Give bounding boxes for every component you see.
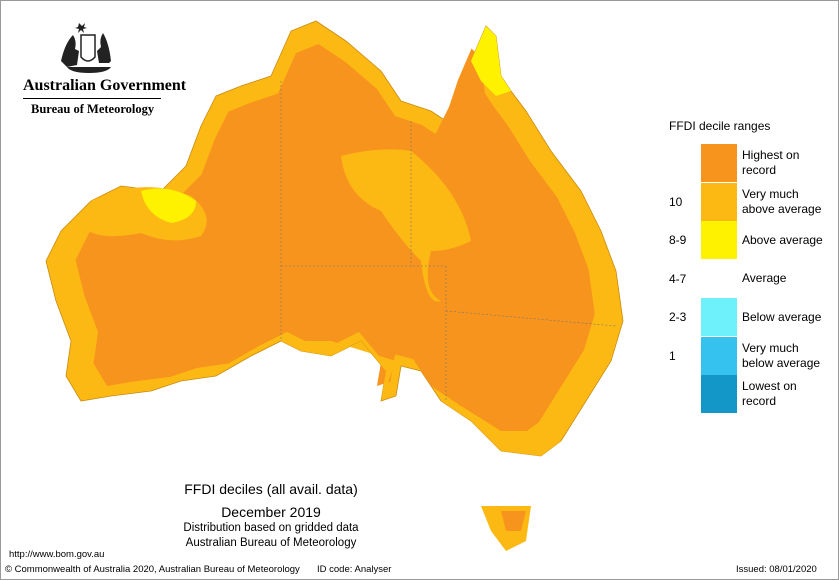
legend-label: Very much above average bbox=[742, 186, 822, 216]
legend-label: Very much below average bbox=[742, 340, 821, 370]
legend-range: 1 bbox=[669, 348, 676, 363]
australia-mainland bbox=[45, 20, 624, 457]
header-rule bbox=[23, 98, 161, 99]
caption-line: Distribution based on gridded data bbox=[183, 522, 359, 534]
legend-label: Average bbox=[742, 271, 787, 285]
coat-of-arms bbox=[61, 23, 111, 73]
legend-item: Lowest on record bbox=[669, 375, 834, 413]
legend-item: 8-9 Above average bbox=[669, 221, 834, 259]
legend-label: Below average bbox=[742, 309, 822, 324]
legend-range: 4-7 bbox=[669, 271, 687, 286]
legend-item: 1 Very much below average bbox=[669, 336, 834, 375]
issued: Issued: 08/01/2020 bbox=[736, 564, 817, 575]
caption-title: FFDI deciles (all avail. data) bbox=[184, 481, 358, 497]
caption-period: December 2019 bbox=[221, 504, 321, 520]
legend-range: 2-3 bbox=[669, 310, 687, 324]
legend-swatch bbox=[701, 375, 737, 413]
legend-swatch bbox=[701, 221, 737, 259]
legend-swatch bbox=[701, 182, 737, 221]
legend-item: Highest on record bbox=[669, 144, 834, 182]
legend-swatch bbox=[701, 259, 737, 298]
legend-range: 8-9 bbox=[669, 233, 687, 247]
legend-title: FFDI decile ranges bbox=[669, 119, 771, 133]
caption-line: Australian Bureau of Meteorology bbox=[185, 537, 357, 549]
legend-item: 4-7 Average bbox=[669, 259, 834, 298]
legend-item: 10 Very much above average bbox=[669, 182, 834, 221]
legend-label: Above average bbox=[742, 232, 823, 247]
government-name: Australian Government bbox=[23, 77, 187, 94]
legend-swatch bbox=[701, 298, 737, 336]
url: http://www.bom.gov.au bbox=[9, 549, 105, 560]
legend-label: Lowest on record bbox=[742, 379, 797, 408]
legend-item: 2-3 Below average bbox=[669, 298, 834, 336]
id-code: ID code: Analyser bbox=[317, 564, 392, 575]
bureau-name: Bureau of Meteorology bbox=[31, 102, 155, 116]
legend-swatch bbox=[701, 144, 737, 182]
tasmania bbox=[481, 506, 531, 551]
legend-range: 10 bbox=[669, 194, 683, 209]
legend-label: Highest on record bbox=[742, 148, 800, 177]
copyright: © Commonwealth of Australia 2020, Austra… bbox=[5, 564, 300, 575]
legend-swatch bbox=[701, 336, 737, 375]
